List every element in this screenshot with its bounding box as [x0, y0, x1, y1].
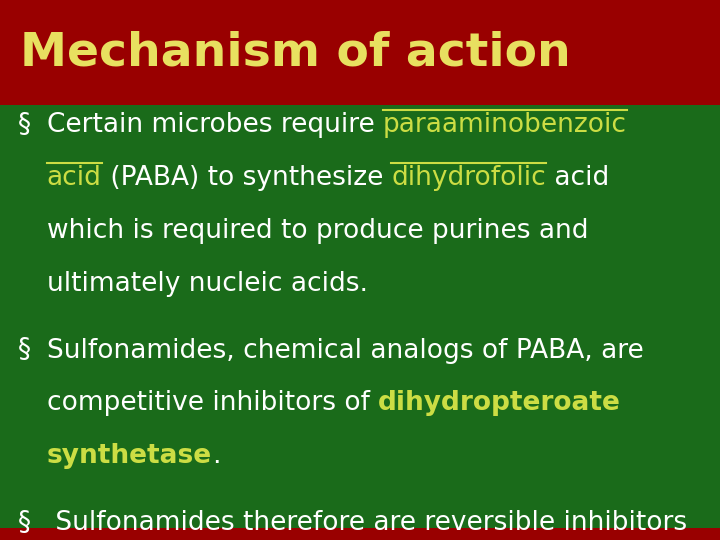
Text: acid: acid — [546, 165, 609, 191]
Text: §: § — [18, 510, 31, 536]
Text: paraaminobenzoic: paraaminobenzoic — [383, 112, 627, 138]
Text: acid: acid — [47, 165, 102, 191]
Bar — [0, 0, 720, 105]
Text: Certain microbes require: Certain microbes require — [47, 112, 383, 138]
Bar — [0, 528, 720, 540]
Text: dihydrofolic: dihydrofolic — [392, 165, 546, 191]
Text: §: § — [18, 338, 31, 363]
Text: Sulfonamides, chemical analogs of PABA, are: Sulfonamides, chemical analogs of PABA, … — [47, 338, 644, 363]
Text: §: § — [18, 112, 31, 138]
Text: Sulfonamides therefore are reversible inhibitors: Sulfonamides therefore are reversible in… — [47, 510, 687, 536]
Text: which is required to produce purines and: which is required to produce purines and — [47, 218, 588, 244]
Text: (PABA) to synthesize: (PABA) to synthesize — [102, 165, 392, 191]
Text: .: . — [212, 443, 220, 469]
Text: competitive inhibitors of: competitive inhibitors of — [47, 390, 378, 416]
Text: ultimately nucleic acids.: ultimately nucleic acids. — [47, 271, 368, 297]
Text: Mechanism of action: Mechanism of action — [20, 30, 571, 75]
Text: dihydropteroate: dihydropteroate — [378, 390, 621, 416]
Text: synthetase: synthetase — [47, 443, 212, 469]
